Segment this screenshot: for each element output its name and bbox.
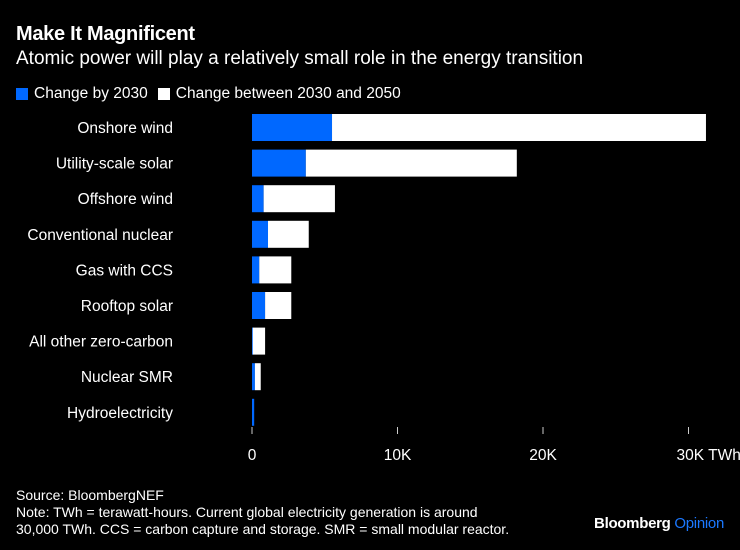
legend-swatch-blue	[16, 88, 28, 100]
bar-segment-2030	[252, 363, 255, 391]
footer: Source: BloombergNEF Note: TWh = terawat…	[16, 487, 509, 538]
bar-segment-2050	[254, 363, 261, 391]
category-label: Gas with CCS	[76, 262, 173, 279]
bar-segment-2050	[263, 185, 335, 213]
legend: Change by 2030 Change between 2030 and 2…	[16, 85, 411, 103]
category-label: Rooftop solar	[81, 298, 173, 315]
bar-segment-2050	[259, 256, 292, 284]
bar-segment-2050	[252, 327, 266, 355]
x-tick-label: 30K TWh	[677, 447, 740, 464]
legend-swatch-white	[157, 88, 170, 100]
chart-subtitle: Atomic power will play a relatively smal…	[16, 48, 584, 69]
note-text-1: Note: TWh = terawatt-hours. Current glob…	[16, 504, 478, 520]
category-label: Utility-scale solar	[56, 156, 173, 173]
bar-segment-2050	[332, 114, 706, 141]
category-label: Conventional nuclear	[27, 227, 173, 244]
bar-segment-2050	[268, 220, 309, 248]
bar-segment-2030	[252, 398, 255, 426]
bar-segment-2030	[252, 185, 264, 213]
note-text-2: 30,000 TWh. CCS = carbon capture and sto…	[16, 521, 510, 537]
bar-segment-2030	[252, 220, 269, 248]
source-text: Source: BloombergNEF	[16, 487, 164, 503]
bar-segment-2030	[252, 149, 306, 177]
x-tick-label: 10K	[384, 447, 412, 464]
brand-section: Opinion	[674, 515, 724, 532]
category-label: Nuclear SMR	[81, 369, 173, 386]
category-label: Offshore wind	[78, 191, 173, 208]
brand-name: Bloomberg	[594, 515, 671, 532]
category-label: All other zero-carbon	[29, 334, 173, 351]
bar-segment-2050	[265, 292, 292, 319]
category-label: Hydroelectricity	[67, 405, 173, 422]
legend-item-2050: Change between 2030 and 2050	[157, 85, 401, 103]
brand-logo: Bloomberg Opinion	[594, 515, 724, 532]
x-tick-label: 20K	[529, 447, 557, 464]
legend-label: Change between 2030 and 2050	[175, 85, 401, 102]
category-label: Onshore wind	[77, 120, 173, 137]
bar-segment-2030	[252, 114, 333, 141]
chart-title: Make It Magnificent	[16, 23, 195, 45]
bar-segment-2050	[305, 149, 517, 177]
x-tick-label: 0	[248, 447, 257, 464]
bar-segment-2030	[252, 256, 260, 284]
legend-label: Change by 2030	[34, 85, 148, 102]
legend-item-2030: Change by 2030	[16, 85, 148, 103]
bar-segment-2030	[252, 292, 266, 319]
